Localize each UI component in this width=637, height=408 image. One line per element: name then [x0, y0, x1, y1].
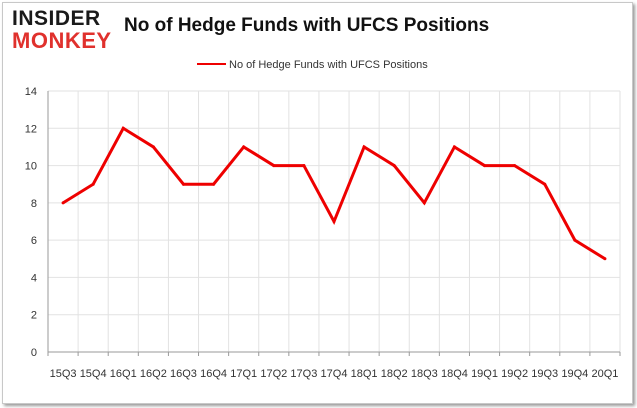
x-tick-label: 19Q3	[531, 368, 558, 380]
x-tick-label: 16Q3	[170, 368, 197, 380]
x-tick-label: 18Q2	[381, 368, 408, 380]
x-tick-label: 16Q4	[200, 368, 227, 380]
x-tick-label: 17Q4	[321, 368, 348, 380]
y-tick-label: 10	[25, 161, 37, 173]
data-point	[452, 145, 456, 149]
data-point	[332, 220, 336, 223]
x-tick-label: 18Q1	[351, 368, 378, 380]
data-point	[212, 182, 216, 186]
insider-monkey-logo: INSIDER MONKEY	[12, 8, 116, 52]
grid-lines	[47, 90, 621, 352]
series-lines	[61, 126, 607, 261]
data-point	[573, 238, 577, 242]
axes	[47, 91, 621, 356]
y-tick-label: 12	[25, 123, 37, 135]
data-point	[181, 182, 185, 186]
data-point	[61, 201, 65, 205]
x-tick-label: 16Q2	[140, 368, 167, 380]
data-point	[91, 182, 95, 186]
data-point	[483, 164, 487, 168]
legend-label: No of Hedge Funds with UFCS Positions	[229, 59, 428, 71]
x-tick-label: 15Q4	[80, 368, 107, 380]
data-point	[392, 164, 396, 168]
x-tick-label: 15Q3	[50, 368, 77, 380]
x-tick-label: 20Q1	[591, 368, 618, 380]
y-tick-labels: 0 2 4 6 8 10 12 14	[25, 86, 37, 359]
series-line	[62, 126, 606, 261]
legend: No of Hedge Funds with UFCS Positions	[197, 59, 428, 71]
logo-top-text: INSIDER	[12, 7, 101, 30]
y-tick-label: 2	[31, 310, 37, 322]
y-tick-label: 4	[31, 272, 37, 284]
y-tick-label: 8	[31, 198, 37, 210]
y-tick-label: 14	[25, 86, 37, 98]
data-point	[121, 126, 125, 130]
data-point	[603, 257, 607, 261]
x-tick-label: 18Q3	[411, 368, 438, 380]
x-tick-label: 19Q1	[471, 368, 498, 380]
data-point	[362, 145, 366, 149]
data-point	[302, 164, 306, 168]
x-tick-label: 19Q4	[561, 368, 588, 380]
data-point	[513, 164, 517, 168]
y-tick-label: 0	[31, 347, 37, 359]
x-tick-label: 17Q3	[290, 368, 317, 380]
x-tick-labels: 15Q3 15Q4 16Q1 16Q2 16Q3 16Q4 17Q1 17Q2 17Q3 17Q4…	[50, 368, 619, 380]
data-point	[242, 145, 246, 149]
y-tick-label: 6	[31, 235, 37, 247]
x-tick-label: 17Q1	[230, 368, 257, 380]
chart-title: No of Hedge Funds with UFCS Positions	[124, 15, 490, 36]
data-point	[422, 201, 426, 205]
x-tick-label: 16Q1	[110, 368, 137, 380]
data-point	[543, 182, 547, 186]
x-tick-label: 17Q2	[260, 368, 287, 380]
data-point	[151, 145, 155, 149]
x-tick-label: 19Q2	[501, 368, 528, 380]
x-tick-label: 18Q4	[441, 368, 468, 380]
logo-bottom-text: MONKEY	[12, 28, 112, 53]
data-point	[272, 164, 276, 168]
